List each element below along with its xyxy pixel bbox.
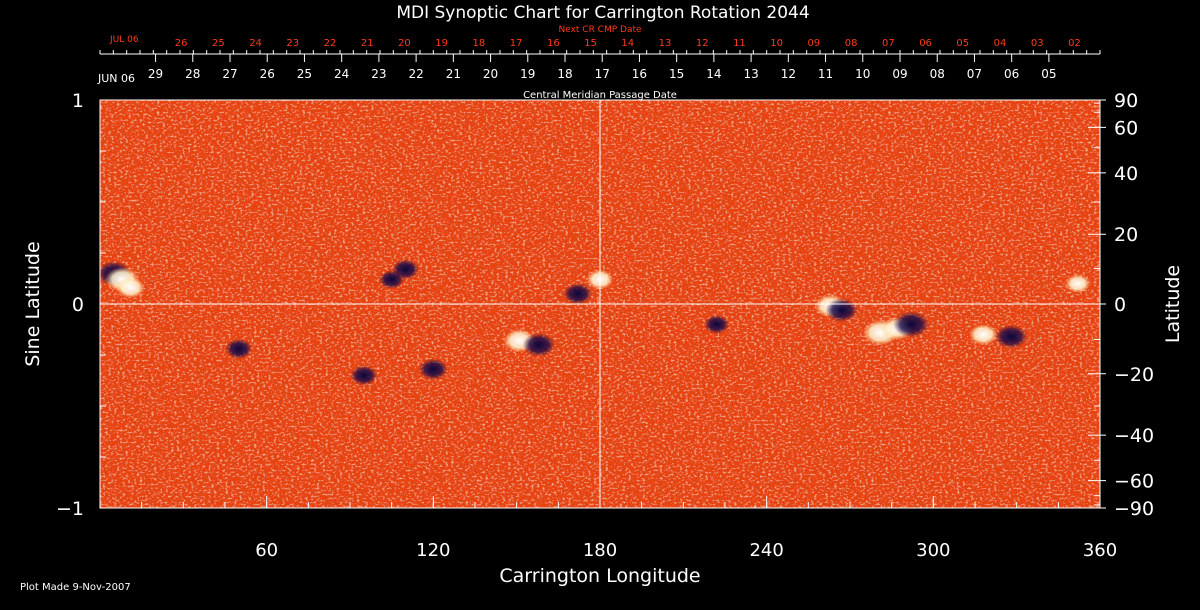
active-region-negative <box>522 333 556 357</box>
cmp-date-label: 20 <box>483 67 498 81</box>
active-region-negative <box>418 358 448 380</box>
cmp-date-label: 14 <box>706 67 721 81</box>
next-cr-date-label: 11 <box>733 38 746 49</box>
y-right-tick-label: −20 <box>1114 364 1154 386</box>
y-axis-left-label: Sine Latitude <box>22 241 44 366</box>
active-region-positive <box>116 277 145 299</box>
cmp-axis-label: Central Meridian Passage Date <box>523 90 677 101</box>
next-cr-date-axis: 26 25 24 23 22 21 20 19 18 17 16 15 14 13 12 11 10 09 08 07… <box>175 38 1081 49</box>
next-cr-date-label: 02 <box>1068 38 1081 49</box>
chart-title: MDI Synoptic Chart for Carrington Rotati… <box>396 3 809 23</box>
next-cr-date-label: 22 <box>324 38 337 49</box>
cmp-date-label: 22 <box>408 67 423 81</box>
cmp-date-label: 13 <box>743 67 758 81</box>
next-cr-date-label: 12 <box>696 38 709 49</box>
next-cr-date-label: 16 <box>547 38 560 49</box>
active-region-negative <box>350 365 378 386</box>
next-cr-date-label: 08 <box>845 38 858 49</box>
active-region-positive <box>968 324 998 346</box>
cmp-date-label: 29 <box>148 67 163 81</box>
active-region-negative <box>893 311 930 338</box>
y-right-tick-label: 90 <box>1114 90 1138 112</box>
next-cr-date-label: 10 <box>770 38 783 49</box>
x-axis-label: Carrington Longitude <box>499 565 700 587</box>
next-cr-date-label: 21 <box>361 38 374 49</box>
next-cr-date-label: 20 <box>398 38 411 49</box>
x-tick-label: 120 <box>416 540 450 561</box>
cmp-date-label: 23 <box>371 67 386 81</box>
next-cr-date-label: 17 <box>510 38 523 49</box>
x-tick-label: 300 <box>916 540 950 561</box>
x-tick-label: 360 <box>1083 540 1117 561</box>
cmp-date-label: 16 <box>632 67 647 81</box>
y-right-tick-label: −90 <box>1114 498 1154 520</box>
active-region-negative <box>225 338 253 359</box>
next-cr-label: Next CR CMP Date <box>558 25 642 35</box>
cmp-date-label: 19 <box>520 67 535 81</box>
y-left-tick-label: 1 <box>72 90 84 112</box>
next-cr-date-label: 09 <box>808 38 821 49</box>
y-right-tick-label: 60 <box>1114 117 1138 139</box>
x-tick-label: 60 <box>255 540 278 561</box>
y-left-tick-label: −1 <box>56 498 84 520</box>
next-cr-date-label: 13 <box>659 38 672 49</box>
y-right-tick-label: 40 <box>1114 163 1138 185</box>
y-right-tick-label: 20 <box>1114 224 1138 246</box>
next-cr-date-label: 24 <box>249 38 262 49</box>
cmp-date-label: 28 <box>185 67 200 81</box>
cmp-date-label: 15 <box>669 67 684 81</box>
plot-made-footer: Plot Made 9-Nov-2007 <box>20 582 131 593</box>
active-region-positive <box>1065 274 1091 293</box>
cmp-date-label: 12 <box>781 67 796 81</box>
y-axis-left: 1 0 −1 <box>56 90 110 520</box>
next-cr-date-label: 19 <box>435 38 448 49</box>
active-region-negative <box>563 283 593 305</box>
y-left-tick-label: 0 <box>72 294 84 316</box>
cmp-date-label: 05 <box>1041 67 1056 81</box>
cmp-date-label: 26 <box>260 67 275 81</box>
cmp-date-axis: 29 28 27 26 25 24 23 22 21 20 19 18 17 16 15 14 13 12 11 10… <box>99 50 1101 81</box>
next-cr-date-label: 05 <box>956 38 969 49</box>
next-cr-date-label: 14 <box>621 38 634 49</box>
cmp-date-label: 07 <box>967 67 982 81</box>
cmp-date-label: 17 <box>595 67 610 81</box>
cmp-date-label: 06 <box>1004 67 1019 81</box>
y-right-tick-label: −40 <box>1114 425 1154 447</box>
next-cr-date-label: 06 <box>919 38 932 49</box>
active-region-negative <box>704 315 730 334</box>
y-axis-right-label: Latitude <box>1162 265 1184 343</box>
cmp-date-label: 27 <box>222 67 237 81</box>
x-tick-label: 240 <box>749 540 783 561</box>
next-cr-date-label: 15 <box>584 38 597 49</box>
cmp-date-label: 25 <box>297 67 312 81</box>
next-cr-date-label: 25 <box>212 38 225 49</box>
cmp-date-label: 21 <box>446 67 461 81</box>
cmp-date-label: 10 <box>855 67 870 81</box>
cmp-date-label: 11 <box>818 67 833 81</box>
cmp-start-label: JUN 06 <box>97 72 135 85</box>
cmp-date-label: 24 <box>334 67 349 81</box>
x-tick-label: 180 <box>583 540 617 561</box>
reference-lines <box>100 100 1100 508</box>
next-cr-date-label: 18 <box>473 38 486 49</box>
next-cr-date-label: 03 <box>1031 38 1044 49</box>
active-region-negative <box>379 270 405 289</box>
cmp-date-label: 09 <box>892 67 907 81</box>
y-axis-right: 90 60 40 20 0 −20 −40 −60 −90 <box>1088 90 1154 520</box>
active-region-negative <box>994 324 1028 349</box>
next-cr-start-label: JUL 06 <box>109 35 139 45</box>
cmp-date-label: 18 <box>557 67 572 81</box>
y-right-tick-label: 0 <box>1114 294 1126 316</box>
y-right-tick-label: −60 <box>1114 471 1154 493</box>
next-cr-date-label: 23 <box>286 38 299 49</box>
next-cr-date-label: 26 <box>175 38 188 49</box>
next-cr-date-label: 07 <box>882 38 895 49</box>
x-axis: 60 120 180 240 300 360 <box>141 496 1117 561</box>
active-region-negative <box>825 298 858 322</box>
cmp-date-label: 08 <box>930 67 945 81</box>
next-cr-date-label: 04 <box>994 38 1007 49</box>
